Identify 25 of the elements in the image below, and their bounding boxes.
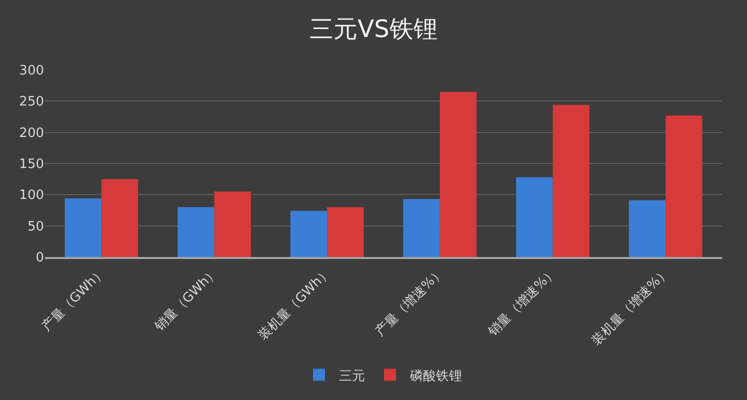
x-tick-label: 装机量（增速%） — [589, 264, 674, 349]
bar — [552, 104, 590, 257]
y-tick-label: 300 — [19, 64, 44, 79]
bar — [628, 200, 666, 257]
y-tick-label: 100 — [19, 188, 44, 204]
bar — [214, 192, 251, 257]
legend-label: 三元 — [339, 368, 365, 384]
y-tick-label: 250 — [19, 94, 44, 110]
bar — [64, 198, 102, 257]
bar — [101, 179, 138, 257]
y-tick-label: 150 — [19, 157, 44, 172]
legend-label: 磷酸铁锂 — [409, 368, 462, 384]
bar — [516, 177, 553, 257]
y-tick-label: 50 — [27, 219, 44, 234]
chart-title: 三元VS铁锂 — [310, 14, 438, 43]
x-tick-label: 销量（增速%） — [484, 264, 560, 340]
bar — [403, 199, 440, 257]
y-tick-label: 0 — [36, 250, 44, 266]
bar — [440, 92, 477, 257]
bar — [178, 207, 214, 257]
bar — [666, 116, 702, 257]
y-tick-label: 200 — [19, 126, 44, 141]
x-tick-label: 产量（增速%） — [372, 264, 448, 340]
bar — [327, 207, 364, 257]
bar — [290, 210, 328, 257]
